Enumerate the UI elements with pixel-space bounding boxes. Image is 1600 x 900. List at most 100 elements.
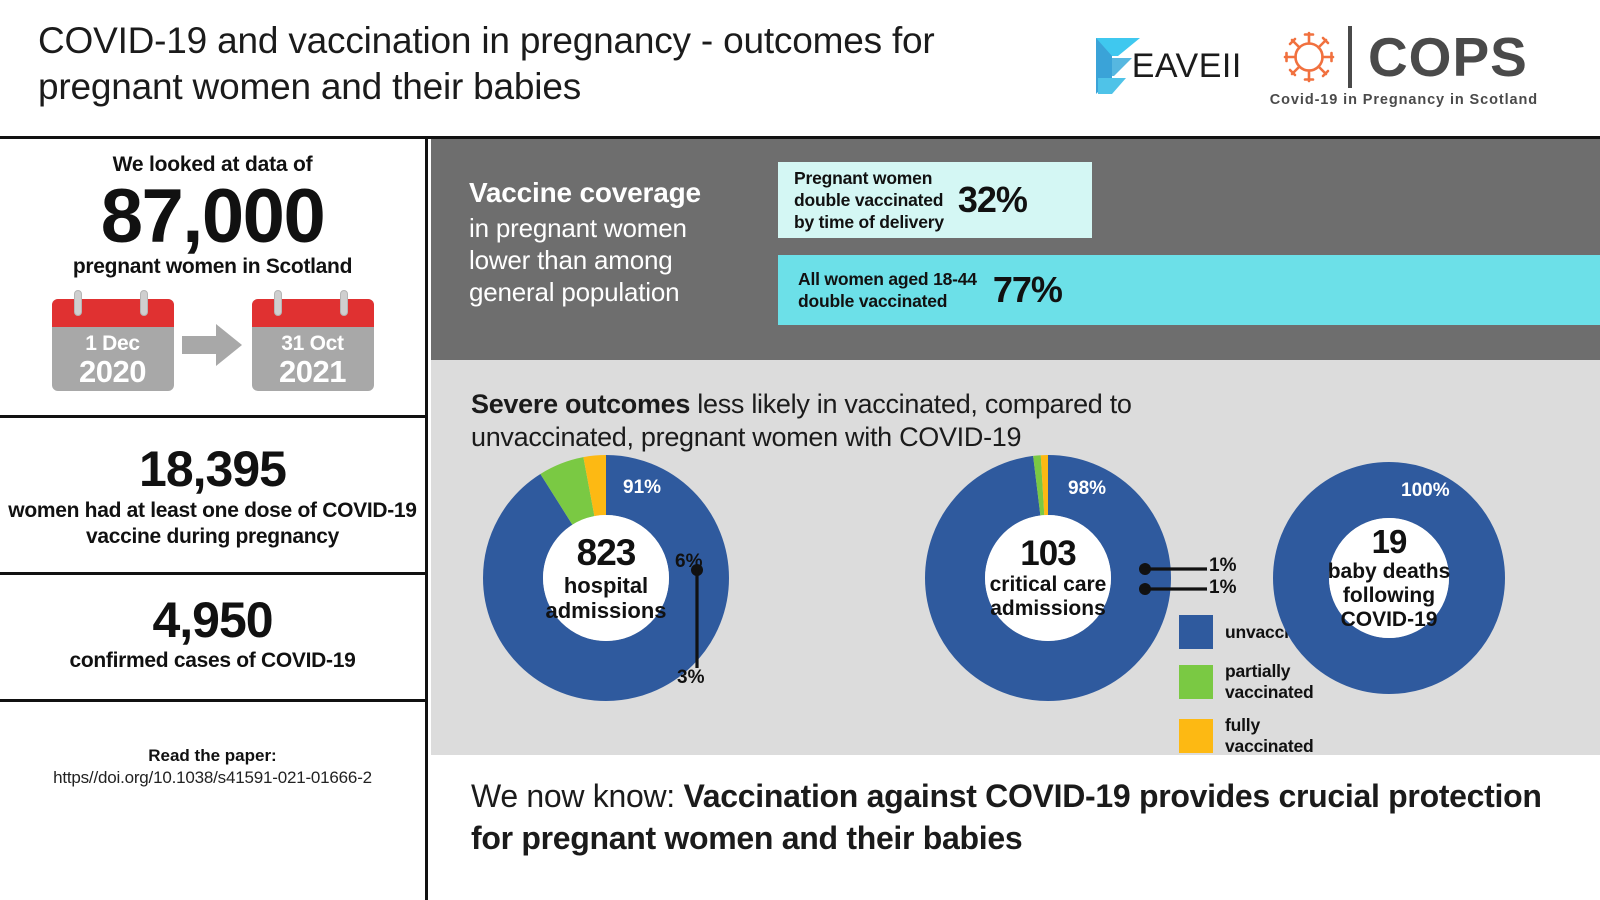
label-line: double vaccinated bbox=[798, 291, 948, 311]
eave-chevron-icon bbox=[1092, 36, 1144, 96]
legend-label-fully-vaccinated: fully vaccinated bbox=[1225, 715, 1314, 756]
donut-label-fully: 1% bbox=[1209, 577, 1237, 598]
cohort-label: We looked at data of bbox=[112, 153, 313, 176]
cops-wordmark: COPS bbox=[1367, 26, 1528, 88]
coverage-bar-pregnant-label: Pregnant women double vaccinated by time… bbox=[794, 167, 944, 233]
donut-center-label-1: hospital bbox=[563, 573, 649, 598]
donut-center-hospital: 823 hospital admissions bbox=[483, 532, 729, 624]
sidebar: We looked at data of 87,000 pregnant wom… bbox=[0, 139, 428, 900]
cohort-number: 87,000 bbox=[100, 174, 326, 259]
donut-callout-leader-line bbox=[691, 564, 703, 668]
donut-center-number: 19 bbox=[1371, 523, 1408, 560]
stat-description-vaccinated: women had at least one dose of COVID-19 … bbox=[8, 499, 417, 548]
donut-center-label-2: admissions bbox=[990, 597, 1106, 620]
legend-item-fully-vaccinated: fully vaccinated bbox=[1179, 715, 1334, 757]
stat-number-vaccinated: 18,395 bbox=[139, 441, 287, 497]
calendar-start: 1 Dec 2020 bbox=[51, 290, 174, 391]
outcomes-heading-rest: less likely in vaccinated, compared to u… bbox=[471, 389, 1132, 452]
cops-tagline: Covid-19 in Pregnancy in Scotland bbox=[1269, 92, 1538, 108]
legend-label-partially-vaccinated: partially vaccinated bbox=[1225, 661, 1314, 702]
conclusion-lead: We now know: bbox=[471, 778, 684, 814]
header: COVID-19 and vaccination in pregnancy - … bbox=[0, 0, 1600, 136]
coronavirus-icon bbox=[1280, 28, 1338, 86]
donut-chart-hospital-admissions: 823 hospital admissions 91% 6% 3% bbox=[483, 455, 729, 701]
sidebar-cohort-cell: We looked at data of 87,000 pregnant wom… bbox=[0, 153, 425, 391]
donut-label-fully: 3% bbox=[677, 667, 705, 688]
legend-swatch-unvaccinated bbox=[1179, 615, 1213, 649]
donut-center-number: 823 bbox=[576, 532, 637, 573]
conclusion-bold: Vaccination against COVID-19 provides cr… bbox=[471, 778, 1542, 856]
cohort-description: pregnant women in Scotland bbox=[72, 255, 353, 278]
sidebar-paper-link: Read the paper: https//doi.org/10.1038/s… bbox=[0, 746, 425, 788]
calendar-header-band bbox=[251, 299, 374, 327]
donut-center-label-3: COVID-19 bbox=[1340, 608, 1438, 631]
cops-logo-row: COPS bbox=[1280, 26, 1528, 88]
stat-number-cases: 4,950 bbox=[152, 592, 273, 648]
donut-center-label-2: admissions bbox=[545, 598, 667, 623]
calendar-end: 31 Oct 2021 bbox=[251, 290, 374, 391]
donut-label-partially: 1% bbox=[1209, 555, 1237, 576]
conclusion-panel: We now know: Vaccination against COVID-1… bbox=[431, 755, 1600, 900]
coverage-heading-bold: Vaccine coverage bbox=[469, 177, 701, 208]
calendar-start-year: 2020 bbox=[79, 354, 146, 389]
donut-chart-critical-care: 103 critical care admissions 98% 1% 1% bbox=[925, 455, 1236, 701]
header-divider bbox=[0, 136, 1600, 139]
outcomes-heading: Severe outcomes less likely in vaccinate… bbox=[471, 388, 1231, 454]
calendar-end-year: 2021 bbox=[279, 354, 346, 389]
coverage-heading-line-1: in pregnant women bbox=[469, 213, 687, 243]
donut-center-number: 103 bbox=[1020, 534, 1076, 573]
donut-center-baby-deaths: 19 baby deaths following COVID-19 bbox=[1273, 524, 1505, 632]
calendar-body: 31 Oct 2021 bbox=[251, 299, 374, 391]
calendar-header-band bbox=[51, 299, 174, 327]
calendar-ring-icon bbox=[339, 290, 348, 316]
sidebar-divider bbox=[0, 415, 425, 418]
legend-swatch-fully-vaccinated bbox=[1179, 719, 1213, 753]
chart-legend: unvaccinated partially vaccinated fully va… bbox=[1179, 615, 1335, 769]
donut-label-unvaccinated: 91% bbox=[623, 477, 662, 498]
donut-center-label-1: critical care bbox=[989, 573, 1107, 596]
coverage-bar-pregnant: Pregnant women double vaccinated by time… bbox=[778, 162, 1092, 238]
read-paper-label: Read the paper: bbox=[148, 746, 277, 765]
label-line: All women aged 18-44 bbox=[798, 269, 977, 289]
page-title: COVID-19 and vaccination in pregnancy - … bbox=[38, 20, 935, 107]
logo-block: EAVEII bbox=[1092, 26, 1538, 116]
sidebar-divider bbox=[0, 699, 425, 702]
donut-center-label-1: baby deaths bbox=[1327, 560, 1451, 583]
outcomes-heading-bold: Severe outcomes bbox=[471, 389, 691, 419]
coverage-bar-all-women-value: 77% bbox=[992, 269, 1063, 310]
eave-ii-wordmark: EAVEII bbox=[1131, 46, 1242, 85]
sidebar-stat-vaccinated: 18,395 women had at least one dose of CO… bbox=[0, 440, 425, 550]
donut-callout-leader-lines bbox=[1139, 563, 1207, 595]
coverage-bar-pregnant-value: 32% bbox=[957, 179, 1028, 220]
logo-divider bbox=[1347, 26, 1352, 88]
vaccine-coverage-panel: Vaccine coverage in pregnant women lower… bbox=[431, 139, 1600, 360]
coverage-heading-line-3: general population bbox=[469, 277, 680, 307]
donut-chart-group: 823 hospital admissions 91% 6% 3% unvacc… bbox=[431, 455, 1600, 756]
cops-logo: COPS Covid-19 in Pregnancy in Scotland bbox=[1270, 26, 1538, 108]
doi-url[interactable]: https//doi.org/10.1038/s41591-021-01666-… bbox=[53, 768, 372, 787]
stat-description-cases: confirmed cases of COVID-19 bbox=[69, 649, 356, 672]
donut-chart-baby-deaths: 19 baby deaths following COVID-19 100% bbox=[1273, 462, 1505, 694]
donut-label-unvaccinated: 100% bbox=[1401, 480, 1450, 501]
calendar-body: 1 Dec 2020 bbox=[51, 299, 174, 391]
calendar-ring-icon bbox=[73, 290, 82, 316]
calendar-start-day: 1 Dec bbox=[85, 332, 140, 355]
calendar-ring-icon bbox=[139, 290, 148, 316]
sidebar-stat-cases: 4,950 confirmed cases of COVID-19 bbox=[0, 591, 425, 673]
legend-swatch-partially-vaccinated bbox=[1179, 665, 1213, 699]
sidebar-divider bbox=[0, 572, 425, 575]
label-line: double vaccinated bbox=[794, 190, 944, 210]
donut-center-label-2: following bbox=[1342, 584, 1436, 607]
donut-label-unvaccinated: 98% bbox=[1068, 478, 1107, 499]
legend-item-partially-vaccinated: partially vaccinated bbox=[1179, 661, 1334, 703]
coverage-bar-all-women-label: All women aged 18-44 double vaccinated bbox=[798, 268, 977, 312]
coverage-heading: Vaccine coverage in pregnant women lower… bbox=[469, 174, 769, 308]
coverage-bar-all-women: All women aged 18-44 double vaccinated 7… bbox=[778, 255, 1600, 325]
calendar-ring-icon bbox=[273, 290, 282, 316]
eave-ii-logo: EAVEII bbox=[1092, 36, 1242, 96]
arrow-right-icon bbox=[181, 322, 244, 368]
label-line: Pregnant women bbox=[794, 168, 933, 188]
severe-outcomes-panel: Severe outcomes less likely in vaccinate… bbox=[431, 360, 1600, 756]
coverage-heading-line-2: lower than among bbox=[469, 245, 673, 275]
conclusion-text: We now know: Vaccination against COVID-1… bbox=[471, 775, 1571, 859]
